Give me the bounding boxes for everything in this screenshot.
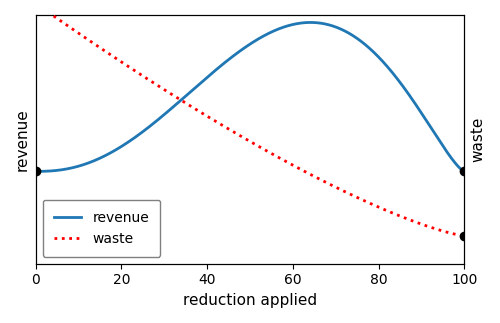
Y-axis label: revenue: revenue — [15, 108, 30, 171]
Y-axis label: waste: waste — [470, 117, 485, 162]
Legend: revenue, waste: revenue, waste — [42, 200, 160, 257]
X-axis label: reduction applied: reduction applied — [183, 293, 317, 308]
